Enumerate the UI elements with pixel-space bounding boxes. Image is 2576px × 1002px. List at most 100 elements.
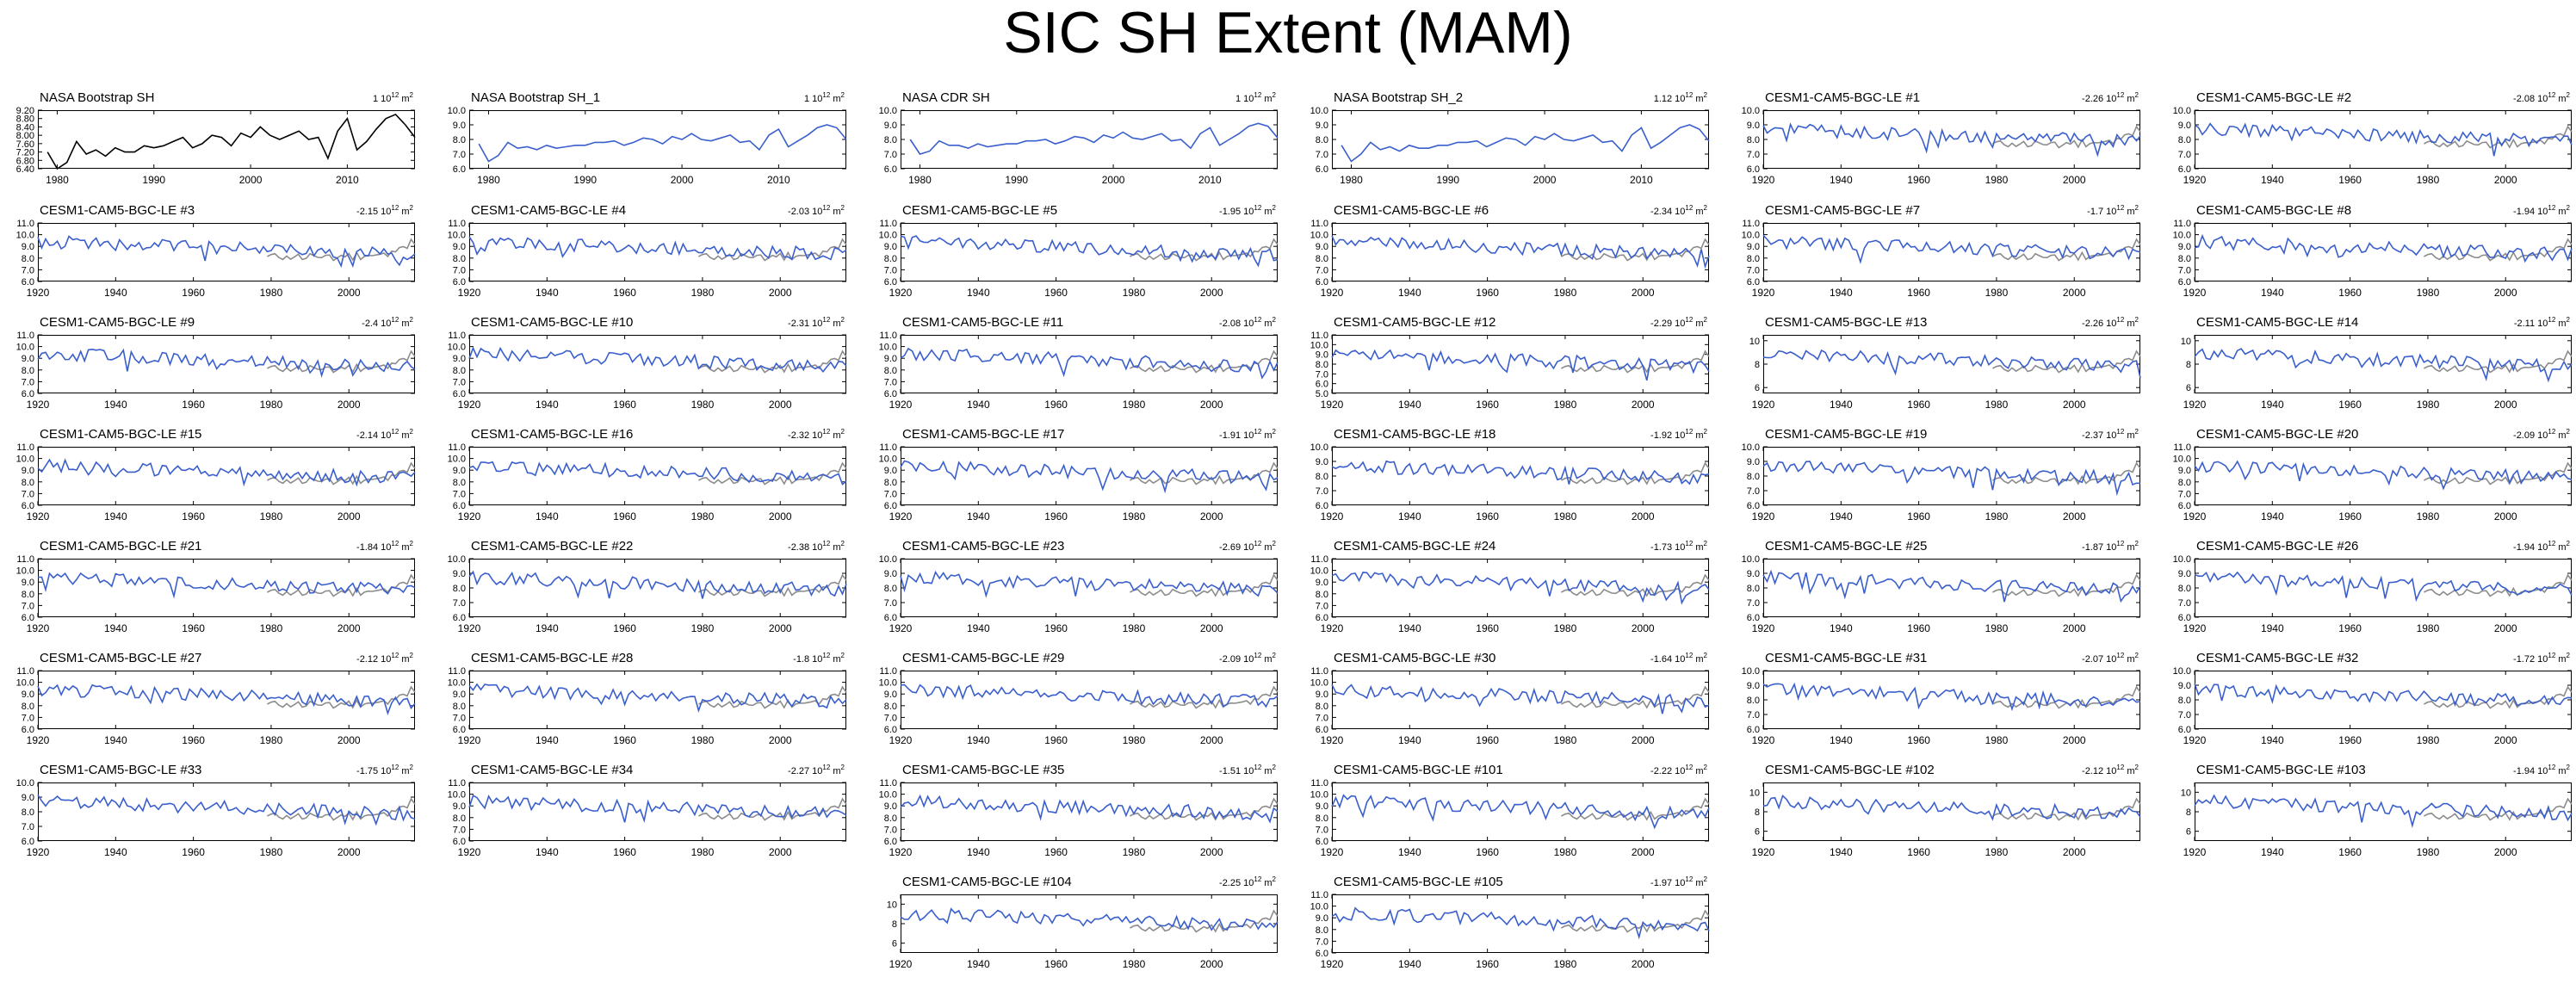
x-tick-label: 1920 — [1321, 846, 1344, 858]
y-tick-label: 6.0 — [1316, 501, 1328, 511]
y-tick-label: 10.0 — [879, 106, 897, 116]
plot-frame — [38, 110, 415, 169]
x-tick-label: 2010 — [336, 174, 359, 186]
series-line — [1331, 906, 1710, 940]
x-tick-label: 1920 — [1321, 287, 1344, 299]
x-tick-label: 2000 — [337, 399, 361, 411]
y-tick-label: 11.0 — [1310, 554, 1328, 565]
x-tick-label: 1920 — [889, 846, 913, 858]
y-tick-label: 8.0 — [1747, 584, 1760, 594]
y-tick-label: 6.0 — [1747, 501, 1760, 511]
x-tick-label: 1940 — [2261, 622, 2284, 634]
chart-panel: CESM1-CAM5-BGC-LE #22 -2.38 1012 m2 1920 19… — [448, 539, 847, 634]
y-tick-labels: 10.0 9.0 8.0 7.0 6.0 — [16, 778, 34, 847]
series-line — [1130, 685, 1279, 709]
y-tick-labels: 11.010.09.08.07.06.0 — [448, 331, 466, 399]
panel-trend-label: 1 1012 m2 — [373, 91, 414, 104]
x-tick-label: 2000 — [1632, 510, 1655, 523]
y-tick-labels: 11.010.09.08.07.06.0 — [16, 666, 34, 735]
x-tick-label: 1940 — [2261, 510, 2284, 523]
chart-panel: NASA Bootstrap SH 1 1012 m2 1980 1990 2000 20… — [16, 90, 416, 186]
panel-title: NASA Bootstrap SH — [40, 90, 154, 105]
x-tick-label: 1980 — [260, 510, 283, 523]
panel-title: CESM1-CAM5-BGC-LE #8 — [2196, 203, 2351, 218]
x-tick-label: 1920 — [889, 510, 913, 523]
y-tick-label: 9.0 — [1316, 913, 1328, 924]
y-tick-label: 7.0 — [2178, 150, 2191, 160]
y-tick-labels: 11.010.09.08.07.06.0 — [1310, 890, 1328, 959]
y-tick-label: 6.0 — [1747, 164, 1760, 175]
x-tick-label: 1920 — [889, 287, 913, 299]
x-tick-label: 1960 — [1044, 846, 1068, 858]
x-tick-label: 1920 — [458, 734, 481, 746]
y-tick-labels: 11.010.09.08.07.06.0 — [879, 442, 897, 511]
x-tick-label: 1960 — [1907, 734, 1930, 746]
plot-frame — [469, 559, 846, 617]
y-tick-label: 8.0 — [884, 584, 897, 594]
y-tick-label: 9.0 — [2178, 466, 2191, 476]
x-tick-label: 1980 — [691, 510, 715, 523]
x-tick-label: 1940 — [1830, 399, 1853, 411]
y-tick-label: 9.0 — [884, 466, 897, 476]
y-tick-label: 8.0 — [884, 813, 897, 824]
x-tick-label: 2000 — [2494, 399, 2517, 411]
y-tick-labels: 11.010.09.08.07.06.0 — [879, 778, 897, 847]
x-tick-label: 1980 — [1340, 174, 1363, 186]
y-tick-label: 9.0 — [453, 801, 466, 812]
series-line — [1992, 685, 2141, 709]
x-tick-label: 1960 — [1044, 958, 1068, 970]
panel-title: CESM1-CAM5-BGC-LE #19 — [1765, 427, 1927, 442]
y-tick-label: 9.0 — [1316, 121, 1328, 131]
chart-panel: CESM1-CAM5-BGC-LE #8 -1.94 1012 m2 1920 194… — [2173, 203, 2573, 299]
y-tick-label: 6.0 — [453, 277, 466, 288]
x-tick-label: 2010 — [767, 174, 790, 186]
chart-panel: CESM1-CAM5-BGC-LE #10 -2.31 1012 m2 1920 19… — [448, 315, 847, 411]
y-tick-label: 8.0 — [884, 366, 897, 376]
plot-frame — [1763, 223, 2140, 281]
panel-trend-label: -2.31 1012 m2 — [788, 316, 845, 329]
y-tick-label: 6.40 — [16, 164, 34, 175]
y-tick-label: 7.60 — [16, 139, 34, 150]
plot-frame — [469, 110, 846, 169]
y-tick-labels: 11.010.09.08.07.06.05.0 — [1310, 331, 1328, 399]
y-tick-label: 11.0 — [879, 778, 897, 789]
y-tick-label: 8.40 — [16, 122, 34, 133]
x-tick-label: 1940 — [1398, 958, 1421, 970]
plot-frame — [901, 223, 1278, 281]
panel-trend-label: -1.95 1012 m2 — [1219, 204, 1277, 217]
y-tick-label: 8 — [2186, 807, 2191, 818]
y-tick-label: 11.0 — [16, 554, 34, 565]
y-tick-label: 10 — [887, 900, 897, 910]
y-tick-label: 8.0 — [2178, 584, 2191, 594]
y-tick-label: 9.0 — [1316, 350, 1328, 361]
y-tick-label: 6.0 — [453, 613, 466, 623]
y-tick-label: 8.0 — [884, 254, 897, 264]
x-tick-label: 2000 — [2063, 174, 2086, 186]
x-tick-label: 1940 — [104, 510, 127, 523]
y-tick-label: 7.0 — [1747, 150, 1760, 160]
x-tick-label: 1940 — [2261, 399, 2284, 411]
x-tick-label: 2000 — [2494, 846, 2517, 858]
x-tick-label: 1920 — [1752, 510, 1775, 523]
x-tick-label: 1920 — [458, 399, 481, 411]
x-tick-label: 2000 — [1200, 846, 1223, 858]
x-tick-label: 1920 — [2183, 510, 2207, 523]
y-tick-labels: 11.010.09.08.07.06.0 — [448, 666, 466, 735]
panel-trend-label: -1.92 1012 m2 — [1650, 428, 1708, 441]
x-tick-label: 1960 — [1476, 622, 1499, 634]
panel-title: CESM1-CAM5-BGC-LE #34 — [471, 763, 633, 777]
chart-panel: CESM1-CAM5-BGC-LE #103 -1.94 1012 m2 1920 1… — [2181, 763, 2573, 858]
x-tick-label: 1960 — [2338, 174, 2362, 186]
y-tick-labels: 11.010.09.08.07.06.0 — [16, 442, 34, 511]
y-tick-label: 10 — [2181, 337, 2191, 347]
y-tick-label: 11.0 — [879, 219, 897, 229]
plot-frame — [1332, 335, 1709, 393]
chart-panel: CESM1-CAM5-BGC-LE #28 -1.8 1012 m2 1920 194… — [448, 651, 847, 746]
series-line — [900, 907, 1279, 931]
y-tick-label: 7.0 — [1747, 598, 1760, 609]
y-tick-label: 8.0 — [453, 254, 466, 264]
y-tick-label: 9.0 — [453, 690, 466, 700]
series-line — [698, 685, 847, 709]
x-tick-label: 2000 — [2063, 399, 2086, 411]
y-tick-label: 8.0 — [453, 478, 466, 488]
